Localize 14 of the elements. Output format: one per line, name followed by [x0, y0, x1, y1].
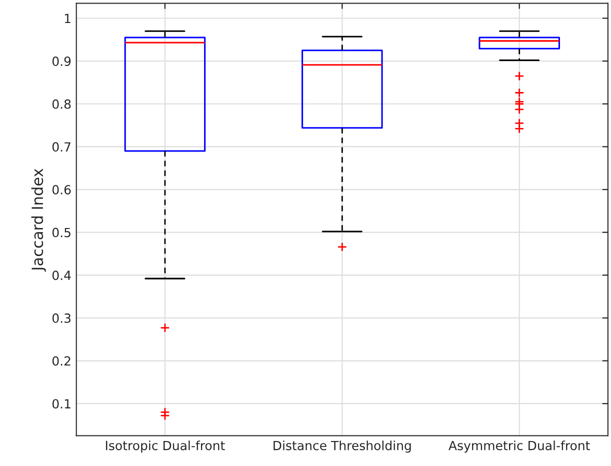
y-tick-label: 0.3 — [52, 313, 71, 323]
y-tick-label: 0.7 — [52, 142, 70, 152]
x-tick-label: Asymmetric Dual-front — [448, 440, 590, 453]
x-tick-label: Isotropic Dual-front — [106, 440, 225, 453]
y-tick-label: 0.4 — [52, 270, 71, 280]
y-tick-label: 0.1 — [52, 399, 70, 409]
y-tick-label: 0.9 — [52, 56, 71, 66]
y-tick-label: 1 — [64, 14, 70, 23]
y-tick-label: 0.8 — [52, 99, 71, 109]
x-tick-label: Distance Thresholding — [274, 440, 411, 453]
y-tick-label: 0.6 — [52, 184, 71, 194]
y-tick-label: 0.5 — [52, 228, 70, 238]
y-tick-label: 0.2 — [52, 356, 70, 366]
y-axis-title: Jaccard Index — [31, 168, 46, 272]
